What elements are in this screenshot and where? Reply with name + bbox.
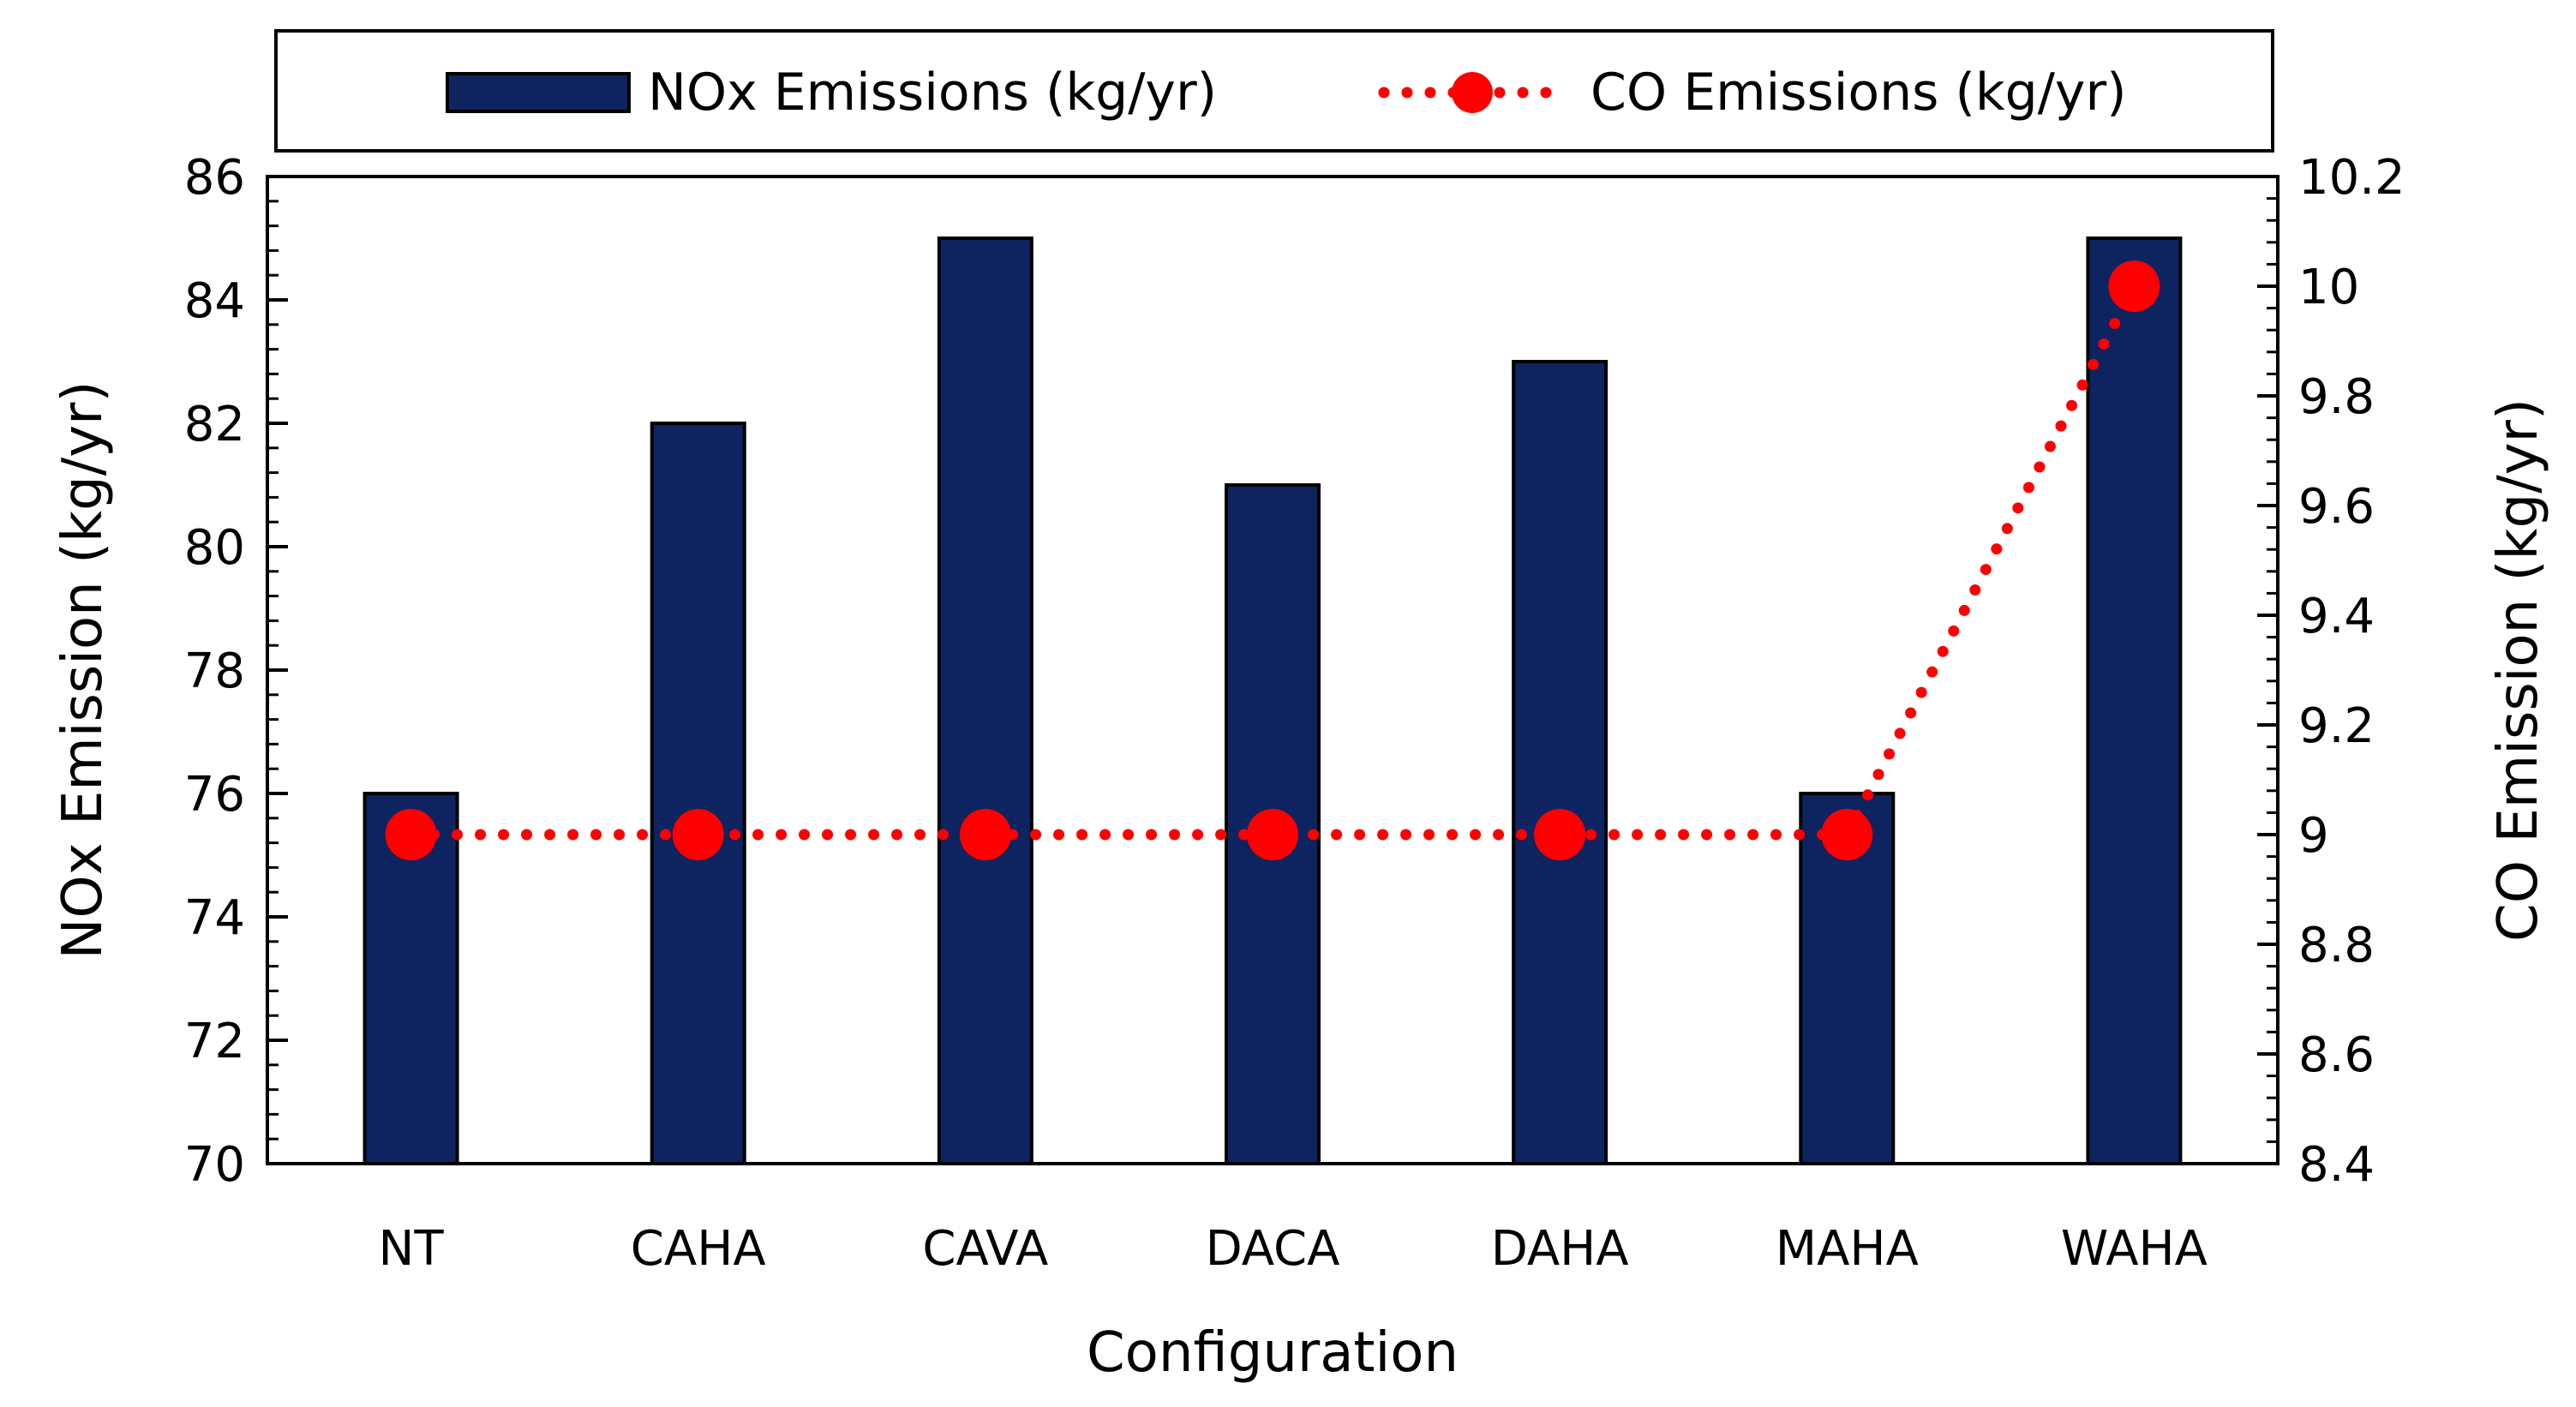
co-point-waha xyxy=(2108,260,2160,312)
y-axis-title-right: CO Emission (kg/yr) xyxy=(2487,398,2550,942)
left-tick-label: 76 xyxy=(184,767,245,823)
right-tick-label: 9.2 xyxy=(2298,698,2375,754)
legend: NOx Emissions (kg/yr) CO Emissions (kg/y… xyxy=(274,29,2274,153)
left-tick-label: 80 xyxy=(184,520,245,576)
x-tick-label: CAHA xyxy=(631,1221,766,1277)
left-tick-label: 70 xyxy=(184,1137,245,1193)
nox-bar-caha xyxy=(650,422,746,1165)
right-tick-label: 8.4 xyxy=(2298,1137,2375,1193)
x-tick-label: NT xyxy=(379,1221,445,1277)
left-axis-ticks: 70 72 74 76 78 80 82 84 86 xyxy=(184,150,288,1193)
x-tick-label: MAHA xyxy=(1776,1221,1919,1277)
nox-bar-cava xyxy=(937,236,1033,1165)
left-tick-label: 78 xyxy=(184,644,245,699)
co-point-daha xyxy=(1534,809,1586,860)
x-axis-title: Configuration xyxy=(1087,1321,1459,1385)
nox-bar-daca xyxy=(1225,483,1321,1165)
right-tick-label: 9 xyxy=(2298,808,2329,864)
nox-bar-daha xyxy=(1512,360,1609,1165)
co-point-daca xyxy=(1247,809,1298,860)
nox-bar-waha xyxy=(2086,236,2183,1165)
right-tick-label: 10.2 xyxy=(2298,150,2405,206)
co-point-cava xyxy=(959,809,1011,860)
x-tick-label: DACA xyxy=(1206,1221,1340,1277)
y-axis-title-left: NOx Emission (kg/yr) xyxy=(51,381,115,960)
right-tick-label: 9.6 xyxy=(2298,479,2375,535)
x-tick-label: CAVA xyxy=(922,1221,1048,1277)
legend-marker-co xyxy=(1452,72,1493,113)
legend-label-nox: NOx Emissions (kg/yr) xyxy=(648,63,1217,123)
nox-bars xyxy=(362,236,2183,1165)
x-axis-labels: NT CAHA CAVA DACA DAHA MAHA WAHA xyxy=(379,1221,2208,1277)
right-tick-label: 10 xyxy=(2298,260,2359,315)
left-tick-label: 72 xyxy=(184,1014,245,1069)
co-series xyxy=(385,260,2160,860)
x-tick-label: WAHA xyxy=(2061,1221,2208,1277)
left-tick-label: 82 xyxy=(184,397,245,452)
left-tick-label: 84 xyxy=(184,273,245,329)
right-tick-label: 9.8 xyxy=(2298,369,2375,425)
legend-swatch-nox xyxy=(446,72,631,113)
left-tick-label: 74 xyxy=(184,890,245,946)
right-tick-label: 8.6 xyxy=(2298,1027,2375,1083)
right-axis-ticks: 8.4 8.6 8.8 9 9.2 9.4 9.6 9.8 10 10.2 xyxy=(2257,150,2405,1193)
right-tick-label: 9.4 xyxy=(2298,589,2375,644)
co-point-nt xyxy=(385,809,437,860)
co-point-caha xyxy=(672,809,724,860)
left-tick-label: 86 xyxy=(184,150,245,206)
co-point-maha xyxy=(1821,809,1873,860)
legend-label-co: CO Emissions (kg/yr) xyxy=(1591,63,2127,123)
x-tick-label: DAHA xyxy=(1491,1221,1629,1277)
right-tick-label: 8.8 xyxy=(2298,918,2375,973)
